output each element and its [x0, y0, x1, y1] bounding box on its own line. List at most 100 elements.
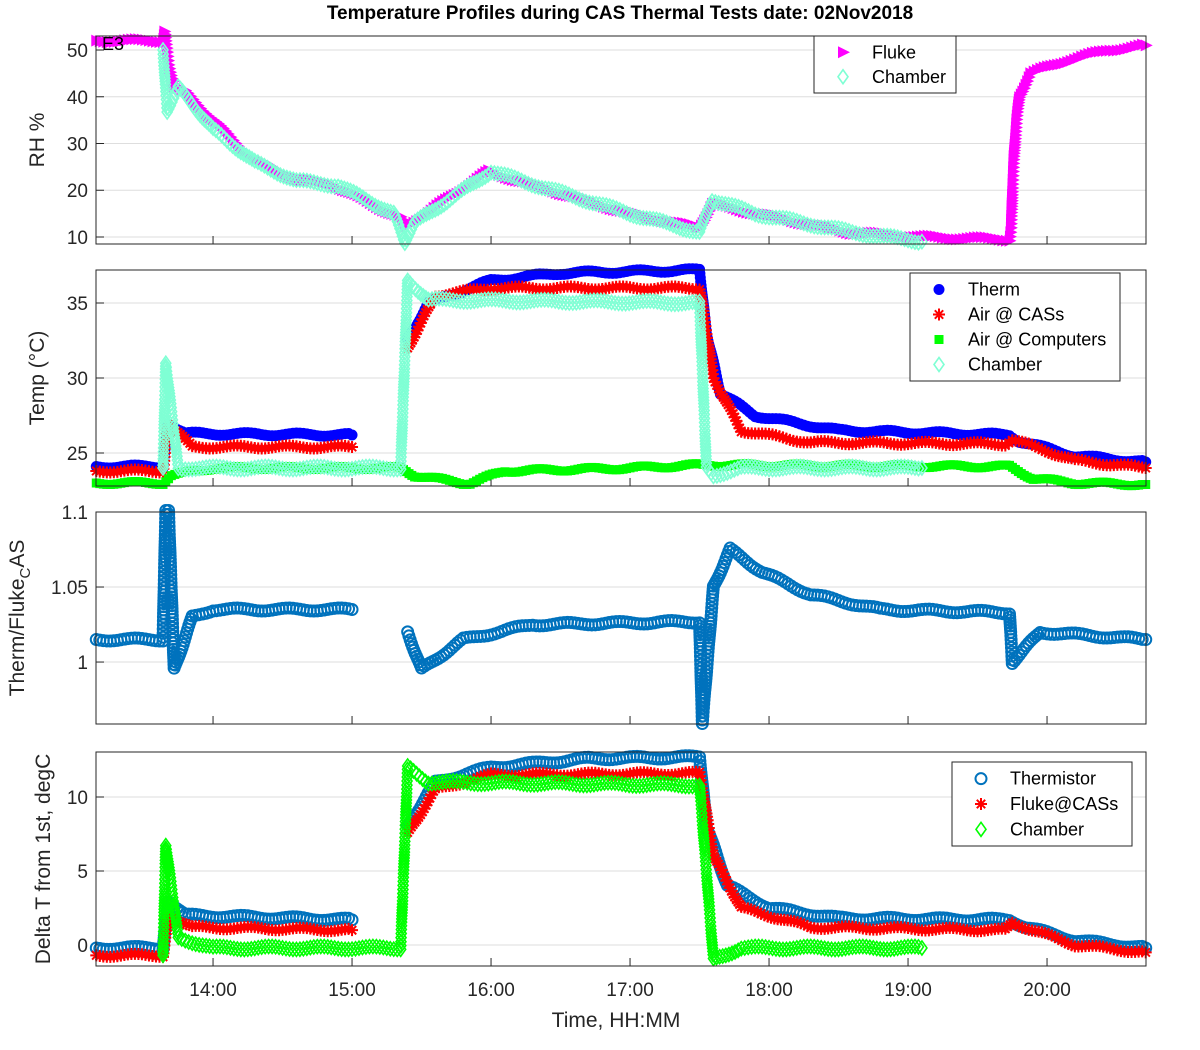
- data-point: [912, 234, 925, 252]
- data-point: [696, 713, 710, 727]
- data-point: [712, 382, 725, 395]
- data-point: [1035, 443, 1048, 456]
- data-point: [759, 938, 772, 956]
- data-point: [496, 291, 509, 309]
- data-point: [164, 568, 178, 582]
- data-point: [758, 909, 771, 922]
- data-point: [902, 458, 915, 476]
- data-point: [163, 859, 176, 876]
- data-point: [450, 292, 463, 310]
- data-point: [482, 166, 495, 184]
- data-point: [474, 770, 487, 783]
- y-label-part: Therm/Fluke: [6, 579, 29, 697]
- data-point: [668, 776, 681, 794]
- data-point: [422, 795, 435, 808]
- x-tick-label: 14:00: [189, 980, 237, 1001]
- data-point: [725, 945, 738, 962]
- data-point: [276, 939, 289, 957]
- data-point: [414, 285, 427, 303]
- data-point: [704, 605, 718, 619]
- data-point: [559, 774, 572, 792]
- data-point: [414, 316, 427, 329]
- data-point: [673, 219, 686, 237]
- data-point: [346, 429, 358, 441]
- data-point: [700, 861, 713, 879]
- data-point: [719, 946, 732, 964]
- data-point: [733, 422, 746, 435]
- data-point: [563, 186, 575, 203]
- data-point: [512, 170, 525, 188]
- data-point: [729, 197, 742, 215]
- data-point: [1029, 440, 1042, 453]
- legend-label: Air @ Computers: [968, 330, 1106, 350]
- data-point: [769, 429, 782, 442]
- data-point: [325, 459, 338, 477]
- data-point: [1039, 445, 1052, 458]
- data-point: [248, 152, 261, 170]
- data-point: [791, 916, 804, 929]
- data-point: [728, 411, 741, 424]
- data-point: [169, 910, 182, 928]
- data-point: [229, 140, 242, 157]
- data-point: [162, 507, 176, 521]
- data-point: [569, 189, 582, 207]
- data-point: [269, 458, 282, 476]
- data-point: [603, 197, 616, 215]
- series-ratio: [89, 504, 1153, 731]
- data-point: [624, 206, 637, 224]
- data-point: [1042, 928, 1055, 941]
- data-point: [515, 172, 528, 189]
- data-point: [338, 180, 351, 197]
- data-point: [1058, 936, 1071, 949]
- panel-3: 1 1.05 1.1 Therm/FlukeCAS: [6, 503, 1153, 731]
- data-point: [613, 201, 626, 219]
- data-point: [297, 171, 310, 189]
- data-point: [489, 290, 502, 308]
- data-point: [370, 458, 383, 476]
- data-point: [423, 204, 436, 222]
- data-point: [797, 458, 810, 476]
- data-point: [804, 217, 817, 235]
- x-tick-label: 15:00: [328, 980, 376, 1001]
- data-point: [780, 432, 793, 445]
- data-point: [159, 76, 172, 93]
- data-point: [718, 871, 731, 884]
- x-tick-label: 19:00: [884, 980, 932, 1001]
- data-point: [749, 206, 762, 223]
- data-point: [408, 331, 421, 344]
- data-point: [700, 447, 713, 465]
- data-point: [714, 466, 727, 484]
- y-tick-label: 30: [67, 369, 88, 390]
- data-point: [709, 375, 722, 388]
- data-point: [373, 459, 386, 476]
- data-point: [506, 773, 519, 791]
- y-axis-label: RH %: [26, 113, 49, 168]
- data-point: [745, 204, 758, 222]
- data-point: [546, 180, 559, 198]
- data-point: [783, 433, 796, 446]
- data-point: [423, 792, 436, 805]
- data-point: [353, 186, 366, 204]
- data-point: [653, 211, 666, 229]
- data-point: [518, 173, 531, 191]
- data-point: [273, 938, 286, 956]
- data-point: [594, 292, 607, 310]
- data-point: [863, 938, 876, 956]
- data-point: [271, 165, 284, 182]
- data-point: [245, 150, 258, 168]
- data-point: [166, 616, 180, 630]
- data-point: [311, 174, 324, 192]
- data-point: [464, 774, 477, 792]
- data-point: [627, 207, 640, 225]
- data-point: [328, 939, 341, 957]
- data-point: [909, 938, 921, 955]
- data-point: [169, 434, 182, 452]
- data-point: [363, 193, 376, 211]
- data-point: [1055, 934, 1068, 947]
- data-point: [761, 910, 774, 923]
- y-tick-label: 40: [67, 88, 88, 109]
- data-point: [269, 938, 282, 956]
- data-point: [342, 922, 355, 935]
- data-point: [707, 946, 720, 964]
- data-point: [829, 219, 842, 237]
